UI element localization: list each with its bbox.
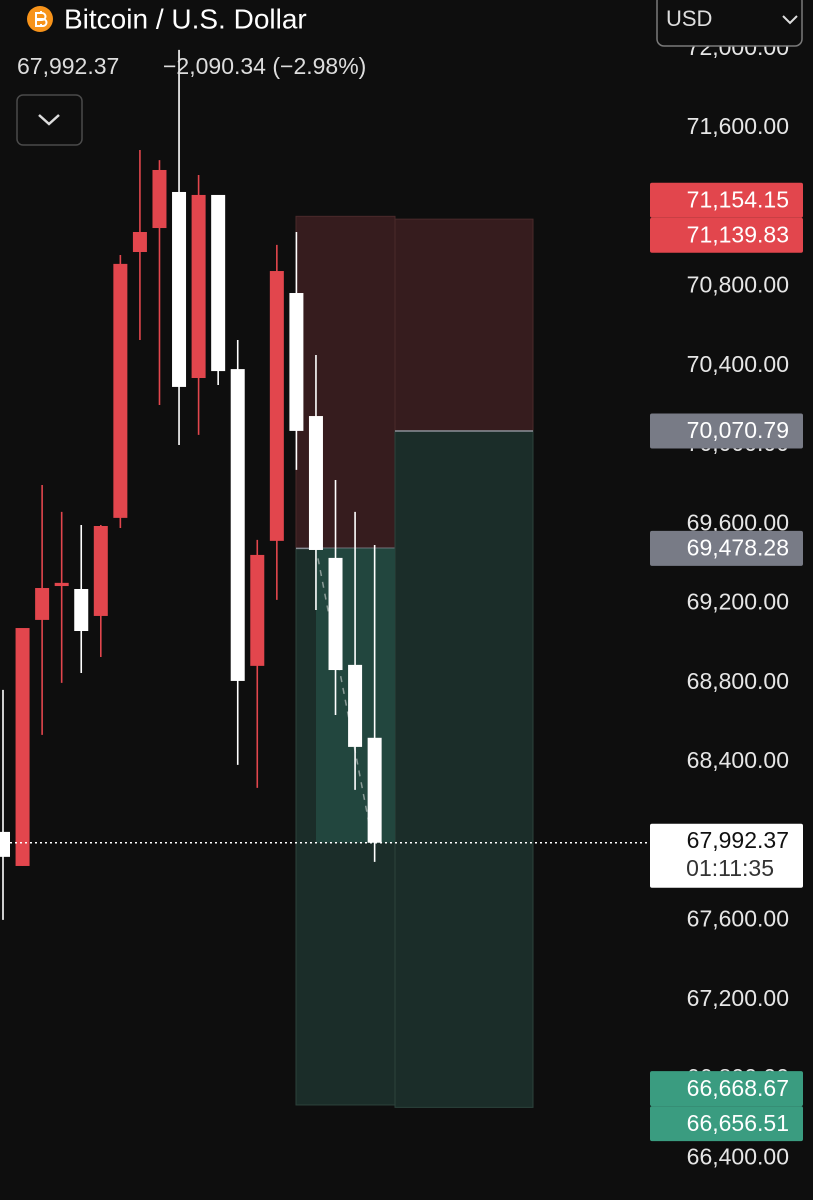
stop-zone — [394, 218, 534, 432]
symbol-title: Bitcoin / U.S. Dollar — [64, 3, 307, 34]
y-tick-label: 70,400.00 — [687, 351, 789, 377]
price-tag-label: 69,478.28 — [687, 534, 789, 560]
candle-body — [54, 582, 69, 587]
price-tag-label: 71,139.83 — [687, 221, 789, 247]
price-axis: 66,400.0066,800.0067,200.0067,600.0068,0… — [650, 34, 803, 1169]
chevron-icon — [782, 15, 798, 25]
candle-body — [211, 194, 226, 372]
coin-symbol — [35, 11, 48, 27]
y-tick-label: 67,200.00 — [687, 985, 789, 1011]
price-change: −2,090.34 (−2.98%) — [163, 53, 366, 79]
candle-body — [328, 557, 343, 671]
candle-body — [367, 737, 382, 843]
price-tag-label: 66,656.51 — [687, 1110, 789, 1136]
price-tag — [650, 1106, 803, 1142]
price-tag — [650, 413, 803, 449]
candle-body — [172, 191, 187, 387]
y-tick-label: 68,800.00 — [687, 668, 789, 694]
candle-body — [289, 293, 304, 431]
currency-label: USD — [666, 6, 712, 31]
candle-body — [269, 271, 284, 541]
currency-select[interactable] — [656, 0, 803, 47]
price-tag-label: 70,070.79 — [687, 417, 789, 443]
price-tag — [650, 530, 803, 566]
plot — [0, 49, 650, 1108]
y-tick-label: 70,800.00 — [687, 272, 789, 298]
y-tick-label: 66,400.00 — [687, 1143, 789, 1169]
countdown-label: 01:11:35 — [686, 855, 774, 881]
current-price-label: 67,992.37 — [687, 827, 789, 853]
price-tag-label: 71,154.15 — [687, 186, 789, 212]
y-tick-label: 71,600.00 — [687, 113, 789, 139]
candle-body — [132, 231, 147, 253]
candle-body — [74, 589, 89, 632]
price-tag-label: 66,668.67 — [687, 1075, 789, 1101]
y-tick-label: 68,400.00 — [687, 747, 789, 773]
price-tag — [650, 182, 803, 218]
last-price: 67,992.37 — [17, 53, 119, 79]
y-tick-label: 69,200.00 — [687, 589, 789, 615]
collapse-button[interactable] — [16, 94, 83, 146]
candle-body — [152, 169, 167, 229]
candle-body — [308, 416, 323, 550]
header: Bitcoin / U.S. Dollar 67,992.37 −2,090.3… — [16, 0, 803, 146]
price-tag — [650, 217, 803, 253]
current-price-tag — [650, 823, 803, 888]
candle-body — [348, 664, 363, 747]
candle-body — [250, 554, 265, 666]
y-tick-label: 67,600.00 — [687, 906, 789, 932]
candle-body — [230, 369, 245, 681]
candle-body — [93, 526, 108, 616]
target-zone — [394, 430, 534, 1108]
candle-body — [0, 831, 10, 857]
price-tag — [650, 1071, 803, 1107]
candle-body — [35, 588, 50, 620]
candle-body — [191, 194, 206, 379]
chevron-icon — [38, 114, 60, 126]
candle-body — [113, 263, 128, 518]
candle-body — [15, 628, 30, 866]
